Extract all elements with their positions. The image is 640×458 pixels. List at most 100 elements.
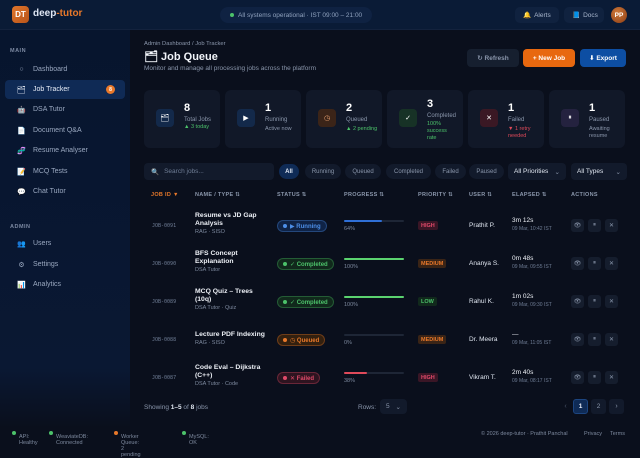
cancel-button[interactable]: ✕ xyxy=(605,219,618,232)
sidebar-item-dashboard[interactable]: ○ Dashboard xyxy=(5,60,125,79)
chevron-down-icon: ⌄ xyxy=(554,168,560,176)
progress-percent: 64% xyxy=(344,226,356,232)
stat-card-running[interactable]: ▶ 1 Running Active now xyxy=(225,90,301,148)
stat-card-completed[interactable]: ✓ 3 Completed 100% success rate xyxy=(387,90,463,148)
close-icon: ✕ xyxy=(608,375,615,381)
app-logo[interactable]: DT xyxy=(12,6,29,23)
table-row[interactable]: JOB-0087 Code Eval – Dijkstra (C++) DSA Tu… xyxy=(144,360,634,398)
page-2-button[interactable]: 2 xyxy=(591,399,606,414)
sidebar-item-resume-analyser[interactable]: 🧬 Resume Analyser xyxy=(5,141,125,160)
progress-percent: 100% xyxy=(344,302,359,308)
col-user[interactable]: USER ⇅ xyxy=(469,192,493,198)
next-page-button[interactable]: › xyxy=(609,399,624,414)
col-status[interactable]: STATUS ⇅ xyxy=(277,192,307,198)
progress-bar xyxy=(344,220,404,222)
job-name: BFS Concept Explanation xyxy=(195,250,238,265)
pause-icon: ⏸ xyxy=(592,336,596,342)
sidebar-item-label: Settings xyxy=(33,261,59,268)
type-select[interactable]: All Types ⌄ xyxy=(571,163,627,180)
sidebar-item-label: Users xyxy=(33,240,52,247)
col-progress[interactable]: PROGRESS ⇅ xyxy=(344,192,385,198)
refresh-button[interactable]: ↻ Refresh xyxy=(467,49,519,67)
priority-select[interactable]: All Priorities ⌄ xyxy=(508,163,566,180)
sidebar-item-users[interactable]: 👥 Users xyxy=(5,234,125,253)
elapsed-time: 1m 02s xyxy=(512,293,534,300)
table-row[interactable]: JOB-0091 Resume vs JD Gap Analysis RAG · S… xyxy=(144,208,634,246)
stat-card-total[interactable]: 🗂 8 Total Jobs ▲ 3 today xyxy=(144,90,220,148)
sidebar-item-chat-tutor[interactable]: 💬 Chat Tutor xyxy=(5,182,125,201)
page-title: 🗂 Job Queue xyxy=(144,51,218,63)
sidebar-item-mcq-tests[interactable]: 📝 MCQ Tests xyxy=(5,162,125,181)
col-name-type[interactable]: NAME / TYPE ⇅ xyxy=(195,192,241,198)
table-row[interactable]: JOB-0090 BFS Concept Explanation DSA Tutor… xyxy=(144,246,634,284)
view-button[interactable]: 👁 xyxy=(571,219,584,232)
pause-button[interactable]: ⏸ xyxy=(588,333,601,346)
search-input[interactable]: 🔍 Search jobs... xyxy=(144,163,274,180)
view-button[interactable]: 👁 xyxy=(571,371,584,384)
col-elapsed[interactable]: ELAPSED ⇅ xyxy=(512,192,547,198)
sidebar-item-analytics[interactable]: 📊 Analytics xyxy=(5,275,125,294)
pause-icon: ⏸ xyxy=(592,260,596,266)
stat-sub: 100% success rate xyxy=(427,121,447,141)
folder-icon: 🗂 xyxy=(17,86,26,94)
sidebar-item-document-qa[interactable]: 📄 Document Q&A xyxy=(5,121,125,140)
privacy-link[interactable]: Privacy xyxy=(584,431,603,437)
filter-chip-running[interactable]: Running xyxy=(305,164,341,179)
elapsed-time: 0m 48s xyxy=(512,255,534,262)
view-button[interactable]: 👁 xyxy=(571,295,584,308)
filter-chip-failed[interactable]: Failed xyxy=(435,164,466,179)
sidebar-item-job-tracker[interactable]: 🗂 Job Tracker 8 xyxy=(5,80,125,99)
view-button[interactable]: 👁 xyxy=(571,257,584,270)
terms-link[interactable]: Terms xyxy=(610,431,625,437)
cancel-button[interactable]: ✕ xyxy=(605,257,618,270)
book-icon: 📘 xyxy=(572,12,581,19)
priority-badge: LOW xyxy=(418,297,437,306)
system-status-text: All systems operational · IST 09:00 – 21… xyxy=(238,11,363,19)
sidebar-item-settings[interactable]: ⚙ Settings xyxy=(5,255,125,274)
col-actions: ACTIONS xyxy=(571,192,598,198)
col-priority[interactable]: PRIORITY ⇅ xyxy=(418,192,454,198)
cancel-button[interactable]: ✕ xyxy=(605,333,618,346)
stat-value: 3 xyxy=(427,98,434,110)
pause-button[interactable]: ⏸ xyxy=(588,295,601,308)
filter-chip-queued[interactable]: Queued xyxy=(345,164,381,179)
rows-per-page-select[interactable]: 5 ⌄ xyxy=(380,399,407,414)
page-subtitle: Monitor and manage all processing jobs a… xyxy=(144,65,316,72)
pause-button[interactable]: ⏸ xyxy=(588,371,601,384)
page-1-button[interactable]: 1 xyxy=(573,399,588,414)
stat-sub: ▲ 2 pending xyxy=(346,126,378,132)
alerts-button[interactable]: 🔔 Alerts xyxy=(515,7,559,23)
docs-button[interactable]: 📘 Docs xyxy=(564,7,604,23)
brand-name[interactable]: deep-tutor xyxy=(33,8,82,19)
export-button[interactable]: ⬇ Export xyxy=(580,49,626,67)
user-name: Prathit P. xyxy=(469,222,495,229)
stat-card-failed[interactable]: ✕ 1 Failed ▼ 1 retry needed xyxy=(468,90,544,148)
sidebar-item-label: Analytics xyxy=(33,281,62,288)
sidebar-item-dsa-tutor[interactable]: 🤖 DSA Tutor xyxy=(5,100,125,119)
filter-bar: 🔍 Search jobs... All Running Queued Compl… xyxy=(144,163,640,181)
sidebar-item-label: Chat Tutor xyxy=(33,188,66,195)
col-job-id[interactable]: JOB ID ▼ xyxy=(151,192,179,198)
status-footer: API: Healthy WeaviateDB: Connected Worke… xyxy=(0,428,640,458)
document-icon: 📄 xyxy=(17,127,26,135)
dashboard-icon: ○ xyxy=(19,66,24,73)
view-button[interactable]: 👁 xyxy=(571,333,584,346)
stat-label: Completed xyxy=(427,113,457,119)
pause-button[interactable]: ⏸ xyxy=(588,257,601,270)
elapsed-time: 3m 12s xyxy=(512,217,534,224)
table-row[interactable]: JOB-0089 MCQ Quiz – Trees (10q) DSA Tutor … xyxy=(144,284,634,322)
filter-chip-paused[interactable]: Paused xyxy=(469,164,504,179)
prev-page-button[interactable]: ‹ xyxy=(564,403,567,410)
stat-card-paused[interactable]: ⏸ 1 Paused Awaiting resume xyxy=(549,90,625,148)
new-job-button[interactable]: + New Job xyxy=(523,49,575,67)
cancel-button[interactable]: ✕ xyxy=(605,295,618,308)
stat-card-queued[interactable]: ◷ 2 Queued ▲ 2 pending xyxy=(306,90,382,148)
close-icon: ✕ xyxy=(608,261,615,267)
user-avatar[interactable]: PP xyxy=(611,7,627,23)
cancel-button[interactable]: ✕ xyxy=(605,371,618,384)
status-text: ✓ Completed xyxy=(290,299,328,306)
table-row[interactable]: JOB-0088 Lecture PDF Indexing RAG · SISO ◷ … xyxy=(144,322,634,360)
pause-button[interactable]: ⏸ xyxy=(588,219,601,232)
filter-chip-completed[interactable]: Completed xyxy=(386,164,431,179)
filter-chip-all[interactable]: All xyxy=(279,164,299,179)
